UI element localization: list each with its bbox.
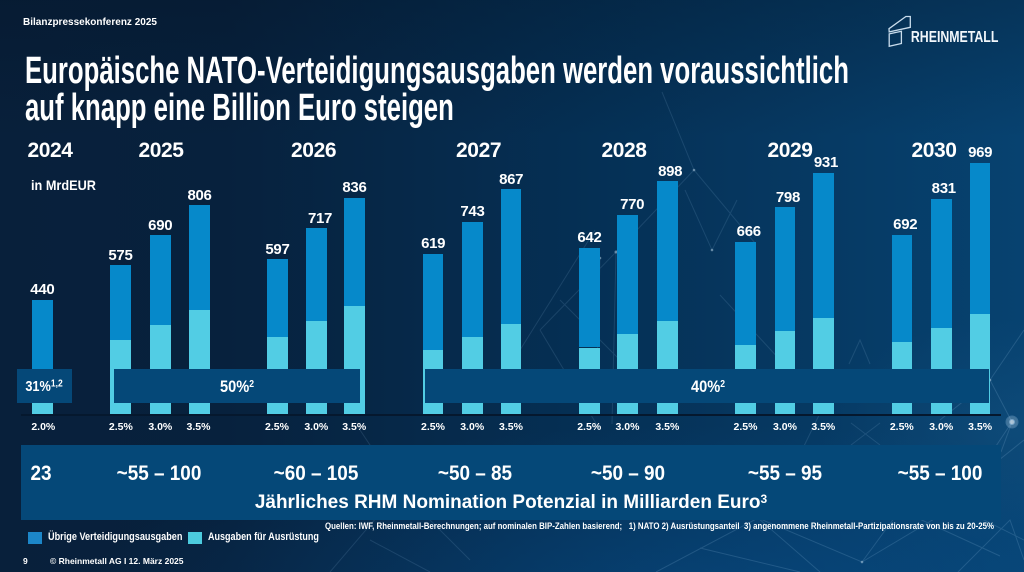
svg-text:RHEINMETALL: RHEINMETALL xyxy=(911,29,999,46)
